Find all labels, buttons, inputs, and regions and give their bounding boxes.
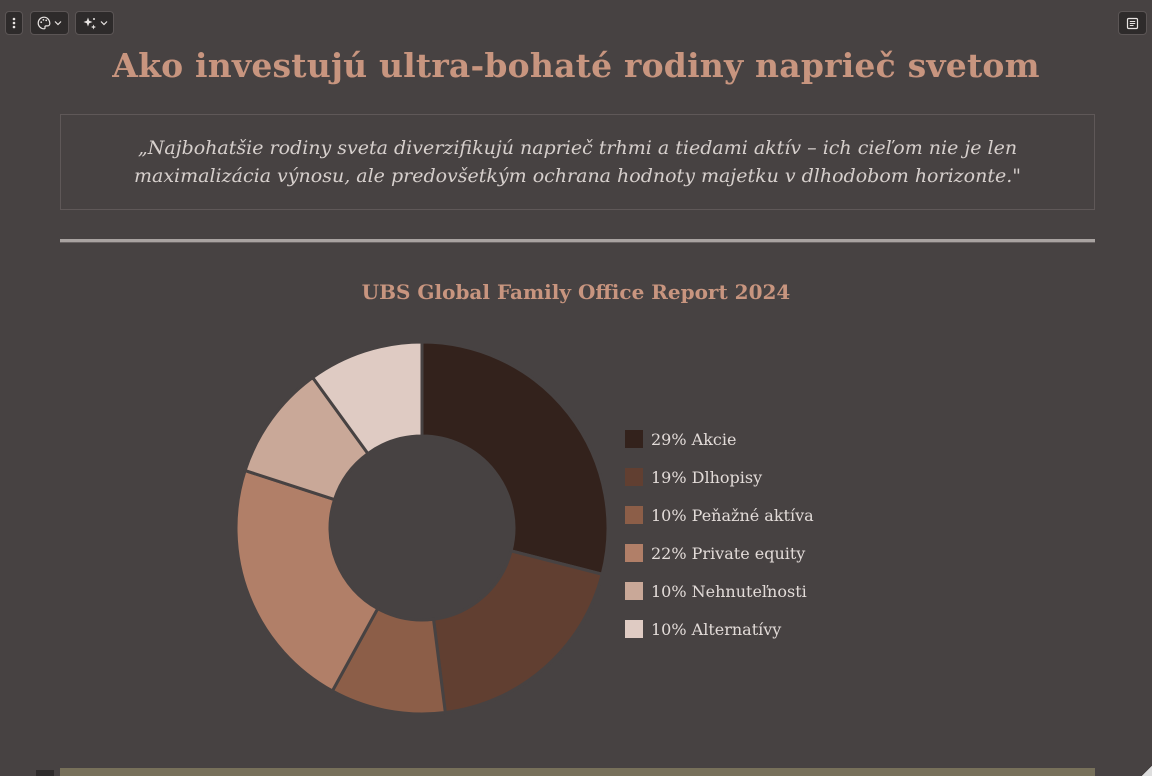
next-section-bar — [60, 768, 1095, 776]
legend-swatch — [625, 468, 643, 486]
legend-item-0[interactable]: 29% Akcie — [625, 420, 814, 458]
legend-item-2[interactable]: 10% Peňažné aktíva — [625, 496, 814, 534]
legend-item-5[interactable]: 10% Alternatívy — [625, 610, 814, 648]
donut-slice-5[interactable] — [310, 340, 424, 456]
legend-label: 22% Private equity — [651, 543, 806, 563]
page-title: Ako investujú ultra-bohaté rodiny naprie… — [112, 46, 1040, 85]
donut-slice-3[interactable] — [234, 468, 380, 694]
legend-label: 19% Dlhopisy — [651, 467, 763, 487]
ai-magic-button[interactable] — [75, 11, 114, 35]
legend-label: 10% Nehnuteľnosti — [651, 581, 807, 601]
legend-item-3[interactable]: 22% Private equity — [625, 534, 814, 572]
legend-swatch — [625, 544, 643, 562]
legend-label: 10% Peňažné aktíva — [651, 505, 814, 525]
speaker-notes-button[interactable] — [1118, 11, 1147, 35]
scroll-handle[interactable] — [36, 770, 54, 776]
donut-slice-0[interactable] — [420, 340, 610, 577]
notes-icon — [1126, 17, 1139, 29]
legend-label: 29% Akcie — [651, 429, 737, 449]
divider — [60, 239, 1095, 242]
legend-item-4[interactable]: 10% Nehnuteľnosti — [625, 572, 814, 610]
legend-swatch — [625, 582, 643, 600]
menu-button[interactable] — [5, 11, 23, 35]
theme-palette-button[interactable] — [30, 11, 69, 35]
legend-swatch — [625, 430, 643, 448]
chart-legend: 29% Akcie 19% Dlhopisy 10% Peňažné aktíva 2… — [625, 420, 814, 648]
sparkles-icon — [83, 17, 96, 29]
chevron-down-icon — [100, 21, 107, 26]
palette-icon — [37, 16, 51, 30]
legend-label: 10% Alternatívy — [651, 619, 782, 639]
donut-chart — [234, 340, 610, 716]
legend-swatch — [625, 620, 643, 638]
legend-swatch — [625, 506, 643, 524]
chevron-down-icon — [54, 21, 62, 26]
chart-title: UBS Global Family Office Report 2024 — [361, 280, 791, 304]
resize-handle[interactable] — [1142, 766, 1152, 776]
vertical-dots-icon — [12, 17, 16, 29]
legend-item-1[interactable]: 19% Dlhopisy — [625, 458, 814, 496]
quote-text: „Najbohatšie rodiny sveta diverzifikujú … — [134, 137, 1021, 187]
quote-box: „Najbohatšie rodiny sveta diverzifikujú … — [60, 114, 1095, 210]
donut-slice-1[interactable] — [431, 549, 604, 715]
